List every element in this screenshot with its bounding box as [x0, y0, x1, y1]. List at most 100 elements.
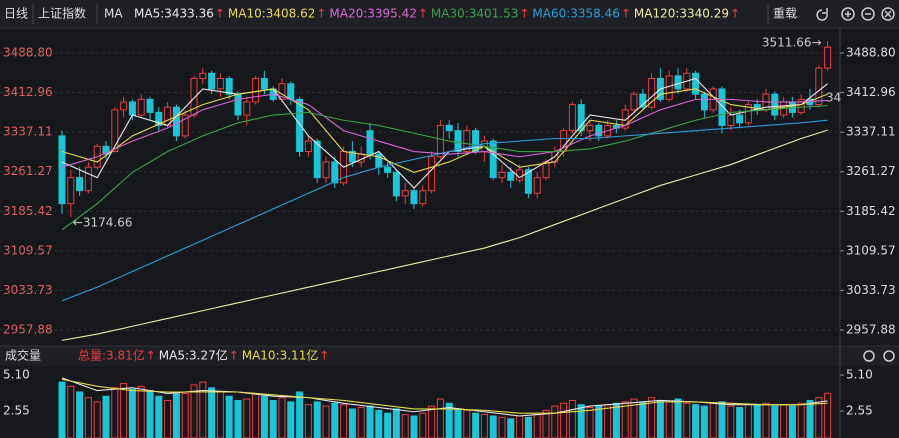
volume-bar — [366, 405, 374, 438]
candle-body — [542, 161, 550, 179]
settings-icon[interactable] — [883, 350, 895, 362]
volume-bar — [304, 404, 312, 438]
volume-bar — [700, 405, 708, 438]
close-icon[interactable] — [884, 10, 892, 18]
y-tick-label: 5.10 — [3, 368, 30, 382]
volume-bar — [736, 407, 744, 438]
volume-bar — [445, 402, 453, 438]
legend-entry: MA30:3401.53 — [431, 7, 519, 21]
candle-body — [586, 124, 594, 132]
volume-bar — [463, 409, 471, 438]
candle-body — [533, 177, 541, 194]
candle-body — [498, 171, 506, 179]
candle-body — [516, 169, 524, 181]
index-name[interactable]: 上证指数 — [38, 6, 86, 21]
legend-trend: ↑ — [621, 7, 631, 21]
volume-bar — [120, 383, 128, 438]
y-tick-label: 3109.57 — [846, 243, 896, 257]
indicator[interactable]: MA — [104, 7, 123, 21]
volume-bar — [480, 414, 488, 438]
volume-bar — [489, 415, 497, 438]
volume-bar — [568, 399, 576, 438]
candle-body — [322, 161, 330, 179]
volume-bar — [58, 381, 66, 438]
volume-bar — [111, 387, 119, 438]
close-icon[interactable] — [863, 350, 875, 362]
candle-body — [208, 72, 216, 90]
annotation: 3511.66→ — [762, 36, 822, 50]
candle-body — [472, 130, 480, 153]
volume-bar — [252, 392, 260, 438]
volume-bar — [199, 381, 207, 438]
candle-body — [190, 78, 198, 116]
volume-bar — [744, 404, 752, 438]
volume-bar — [137, 385, 145, 438]
volume-bar — [128, 388, 136, 438]
y-tick-label: 3109.57 — [3, 243, 53, 257]
top-bar — [0, 0, 899, 28]
candle-body — [313, 140, 321, 179]
candle-body — [674, 75, 682, 90]
candle-body — [287, 83, 295, 100]
volume-bar — [806, 399, 814, 438]
toolbar-icons[interactable] — [816, 7, 895, 362]
volume-bar — [401, 414, 409, 438]
legend-trend: ↑ — [316, 7, 326, 21]
candle-body — [331, 161, 339, 184]
legend-trend: ↑ — [146, 349, 156, 363]
y-tick-label: 3185.42 — [846, 204, 896, 218]
volume-bar — [639, 401, 647, 438]
legend-entry: MA60:3358.46 — [532, 7, 620, 21]
close-icon[interactable] — [881, 7, 895, 21]
volume-bar — [269, 399, 277, 438]
volume-bar — [472, 412, 480, 438]
volume-bar — [788, 405, 796, 438]
candle-body — [243, 101, 251, 116]
volume-bar — [208, 387, 216, 438]
volume-bar — [234, 399, 242, 438]
volume-bar — [164, 399, 172, 438]
period[interactable]: 日线 — [4, 7, 28, 21]
volume-bar — [296, 391, 304, 438]
zoom-out-icon[interactable] — [861, 7, 875, 21]
candle-body — [225, 78, 233, 95]
candle-body — [463, 130, 471, 153]
candle-body — [630, 93, 638, 111]
candle-body — [304, 140, 312, 153]
volume-bar — [357, 407, 365, 438]
zoom-in-icon[interactable] — [841, 7, 855, 21]
volume-bar — [533, 414, 541, 438]
volume-bar — [436, 398, 444, 438]
candle-body — [84, 166, 92, 192]
candle-body — [639, 93, 647, 108]
legend-trend: ↑ — [730, 7, 740, 21]
y-tick-label: 2.55 — [846, 404, 873, 418]
volume-bar — [524, 416, 532, 438]
volume-bar — [718, 401, 726, 438]
volume-bar — [612, 402, 620, 438]
candle-body — [428, 156, 436, 192]
volume-bar — [243, 398, 251, 438]
volume-bar — [604, 404, 612, 438]
candle-body — [76, 177, 84, 192]
candle-body — [797, 98, 805, 113]
refresh-icon[interactable] — [816, 8, 828, 21]
volume-bar — [331, 402, 339, 438]
candle-body — [410, 190, 418, 205]
volume-bar — [551, 405, 559, 438]
annotation: ←3174.66 — [73, 215, 133, 229]
volume-bar — [76, 391, 84, 438]
volume-bar — [727, 405, 735, 438]
candle-body — [260, 78, 268, 90]
candle-body — [507, 171, 515, 181]
candle-body — [445, 124, 453, 132]
volume-bar — [172, 391, 180, 438]
volume-bar — [560, 402, 568, 438]
candle-body — [181, 114, 189, 137]
reload[interactable]: 重载 — [773, 7, 797, 21]
zoom-in-icon[interactable] — [845, 11, 851, 17]
volume-bar — [586, 407, 594, 438]
volume-bar — [340, 404, 348, 438]
volume-bar — [419, 412, 427, 438]
